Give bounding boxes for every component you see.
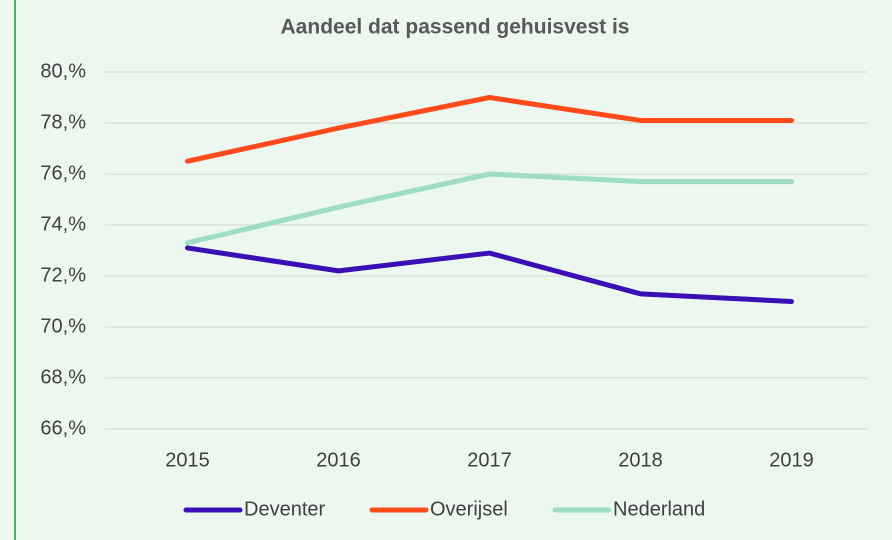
data-line (185, 171, 794, 246)
y-tick-label: 66,% (40, 417, 86, 439)
x-tick-label: 2016 (316, 449, 361, 471)
x-tick-label: 2019 (769, 449, 814, 471)
y-tick-label: 78,% (40, 111, 86, 133)
y-tick-label: 68,% (40, 366, 86, 388)
data-line (185, 95, 794, 164)
legend-label: Overijsel (430, 498, 508, 520)
data-line (185, 245, 794, 304)
y-tick-label: 80,% (40, 60, 86, 82)
y-tick-label: 72,% (40, 264, 86, 286)
chart-title: Aandeel dat passend gehuisvest is (281, 16, 630, 39)
x-tick-label: 2018 (618, 449, 663, 471)
y-tick-label: 76,% (40, 162, 86, 184)
y-tick-label: 70,% (40, 315, 86, 337)
x-tick-label: 2015 (165, 449, 210, 471)
legend-label: Deventer (244, 498, 325, 520)
y-tick-label: 74,% (40, 213, 86, 235)
legend-label: Nederland (613, 498, 705, 520)
x-tick-label: 2017 (467, 449, 512, 471)
